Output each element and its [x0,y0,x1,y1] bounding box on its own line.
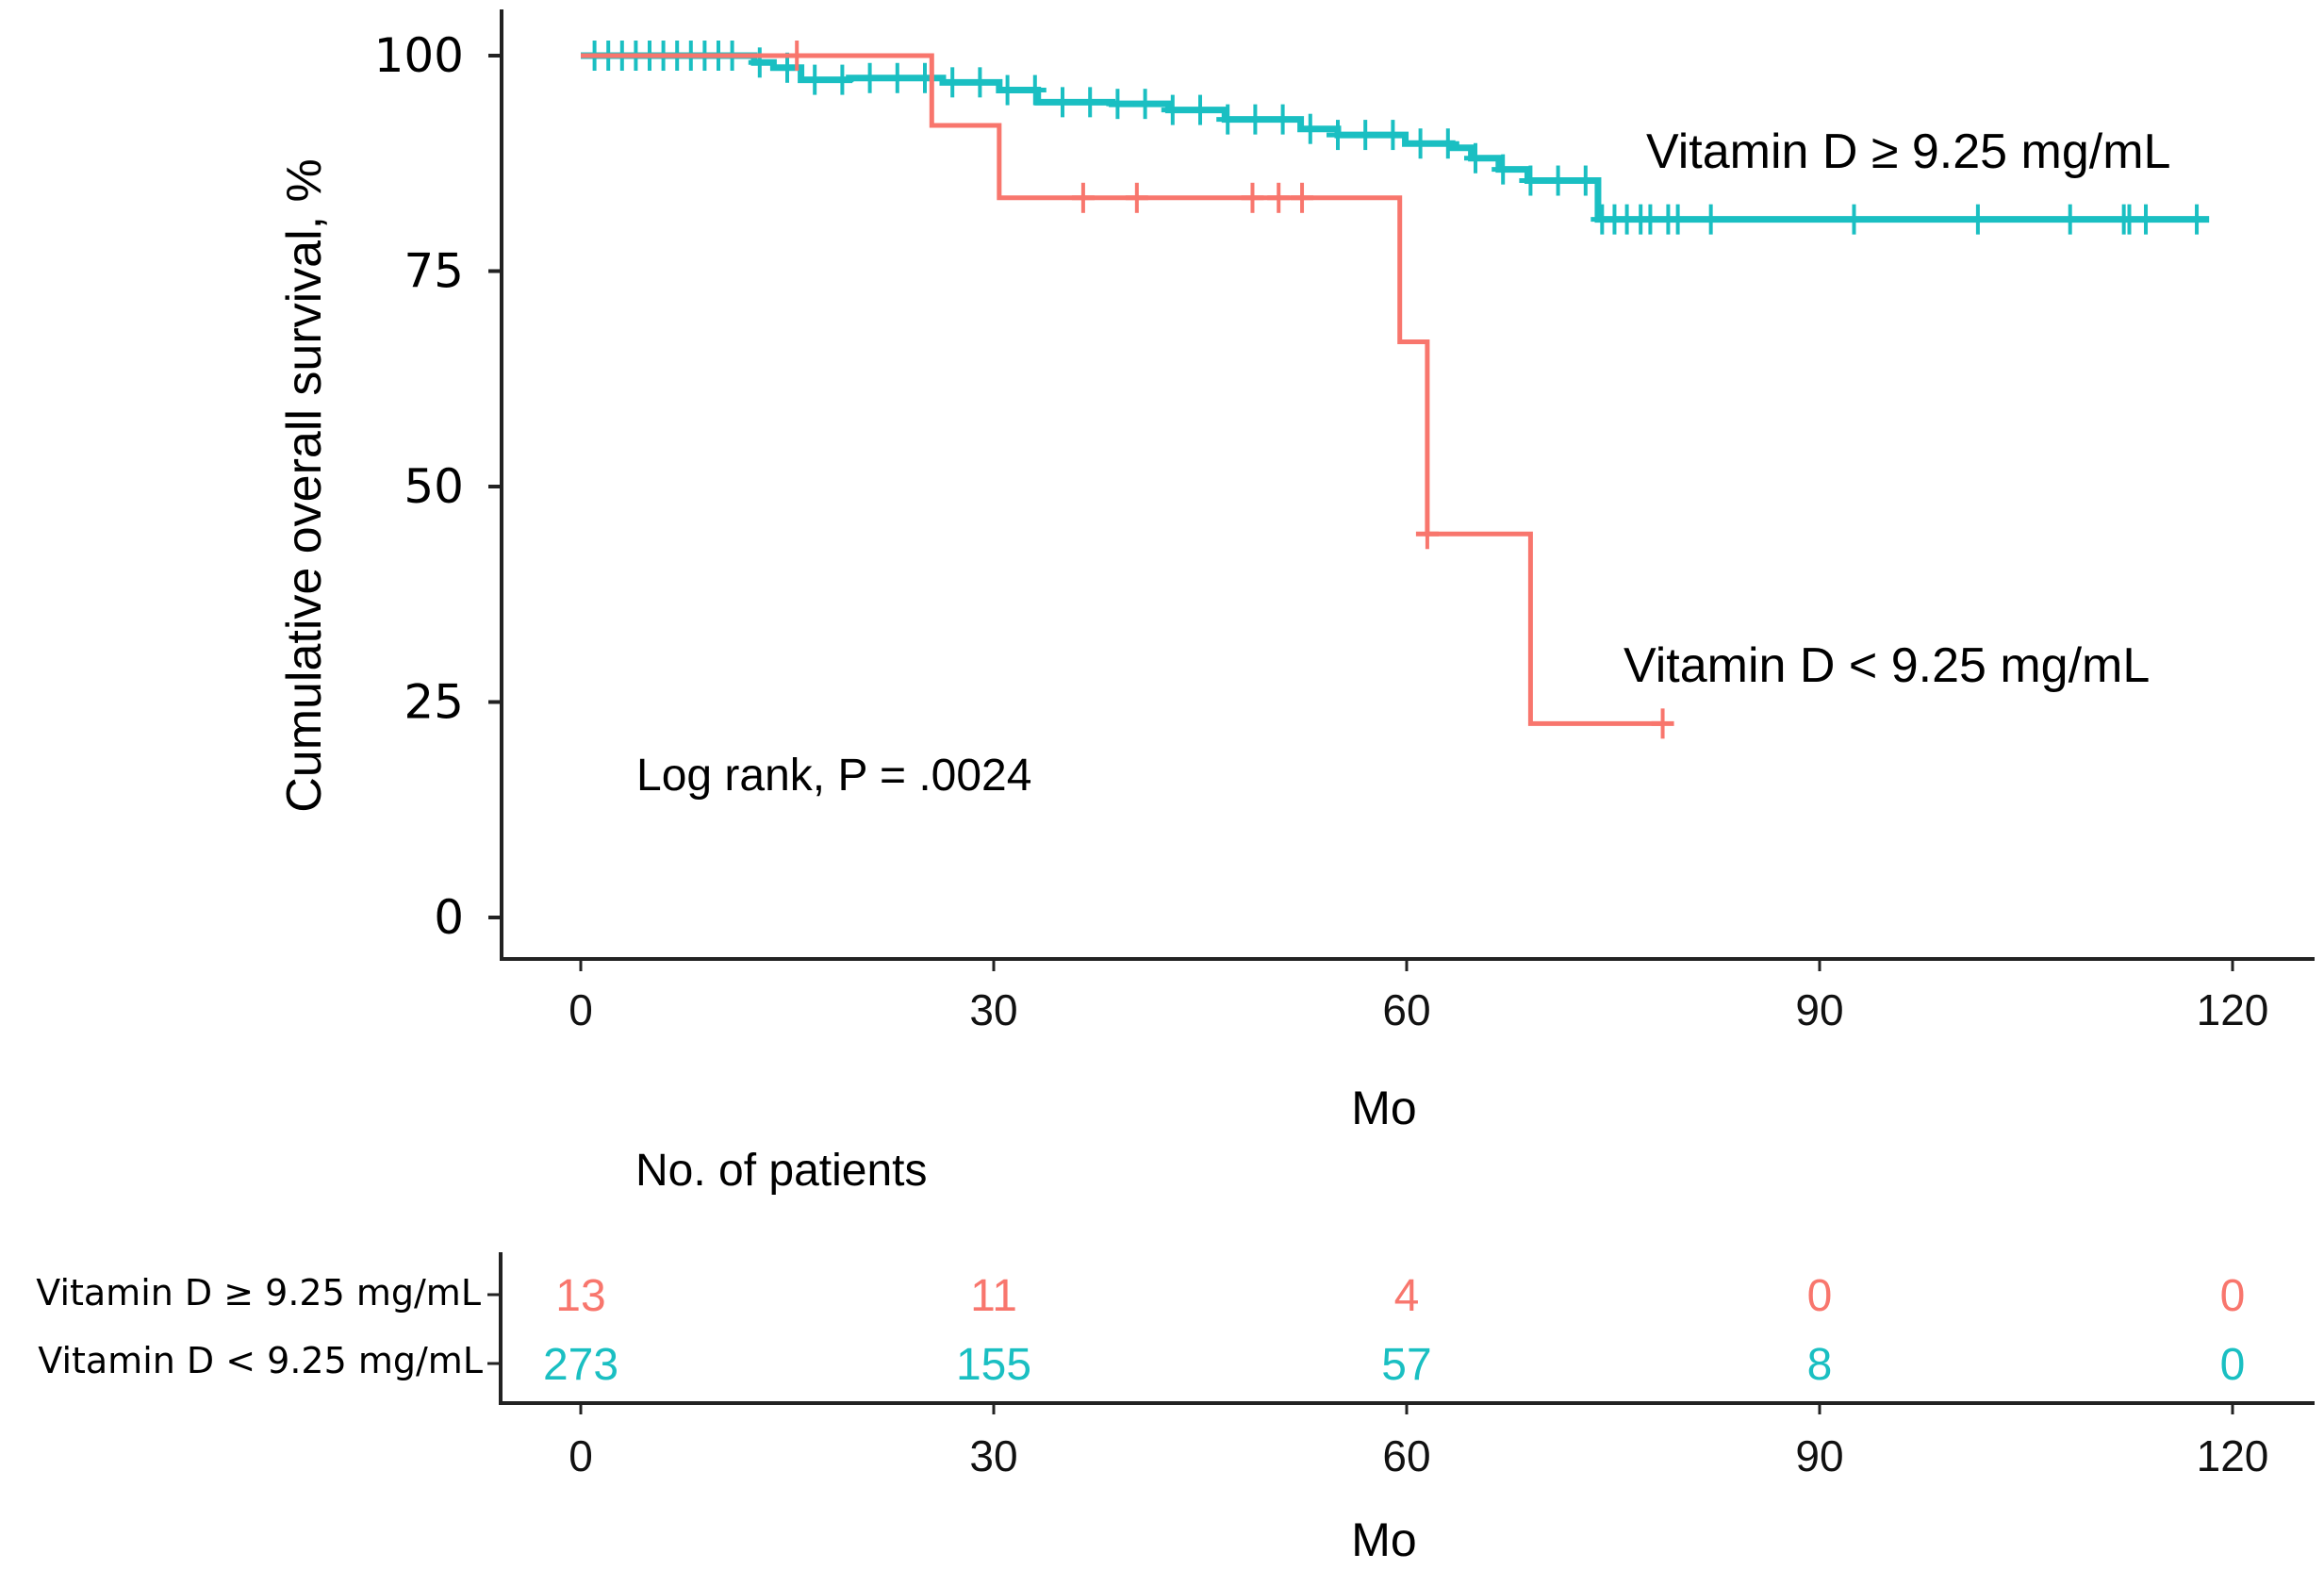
risk-x-tick-label: 60 [1382,1431,1430,1480]
y-tick-label: 100 [374,28,464,83]
risk-x-tick-label: 0 [569,1431,593,1480]
censor-mark [803,64,827,95]
risk-x-tick-label: 90 [1795,1431,1843,1480]
censor-mark [1071,182,1095,213]
x-tick-label: 0 [569,985,593,1034]
risk-x-ticks: 0 30 60 90 120 [569,1403,2268,1480]
log-rank-annotation: Log rank, P = .0024 [636,751,1031,801]
censor-mark [1291,182,1314,213]
censor-mark [968,67,992,98]
risk-row-label-vitd-high: Vitamin D ≥ 9.25 mg/mL [36,1272,481,1314]
x-ticks: 0 30 60 90 120 [569,959,2268,1034]
censor-mark [1051,87,1074,118]
censor-mark [1415,519,1439,550]
series-vitd-low [581,41,1674,739]
survival-curves [581,41,2210,739]
x-tick-label: 60 [1382,985,1430,1034]
censor-mark [996,74,1019,106]
censor-mark [1189,94,1211,125]
censor-mark [1327,120,1349,151]
censor-mark [1519,165,1542,196]
censor-mark [1079,87,1102,118]
censor-mark [1381,120,1405,151]
risk-value: 0 [2220,1271,2246,1321]
x-tick-label: 90 [1795,985,1843,1034]
risk-value: 4 [1394,1271,1420,1321]
censor-mark [2058,204,2082,235]
censor-mark [1966,204,1989,235]
x-axis-label: Mo [1351,1082,1416,1134]
censor-mark [1106,89,1129,120]
censor-mark [1244,104,1267,135]
censor-mark [1409,128,1432,159]
censor-mark [1574,165,1597,196]
series-label-vitd-low: Vitamin D < 9.25 mg/mL [1624,638,2150,693]
x-tick-label: 30 [969,985,1017,1034]
risk-table-x-axis-label: Mo [1351,1513,1416,1566]
censor-mark [1436,128,1459,159]
risk-value: 8 [1807,1340,1833,1390]
censor-mark [1842,204,1866,235]
censor-mark [2185,204,2209,235]
censor-mark [1023,74,1047,106]
survival-plot: Cumulative overall survival, % 0 25 50 75 10… [277,9,2315,1134]
censor-mark [1241,182,1264,213]
censor-mark [1216,104,1240,135]
censor-mark [1133,89,1157,120]
censor-mark [1464,142,1487,174]
censor-mark [1161,94,1184,125]
censor-mark [1546,165,1570,196]
censor-mark [1666,204,1689,235]
x-tick-label: 120 [2197,985,2269,1034]
risk-x-tick-label: 120 [2197,1431,2269,1480]
censor-mark [885,62,909,93]
risk-row-label-vitd-low: Vitamin D < 9.25 mg/mL [38,1340,483,1381]
risk-value: 273 [543,1340,618,1390]
y-tick-label: 0 [434,890,464,945]
y-tick-label: 25 [404,675,464,730]
risk-value: 155 [956,1340,1031,1390]
censor-mark [1298,113,1322,144]
series-label-vitd-high: Vitamin D ≥ 9.25 mg/mL [1646,124,2170,179]
y-tick-label: 50 [404,459,464,514]
survival-curve-line [581,53,1663,726]
censor-mark [1354,120,1377,151]
risk-value: 13 [555,1271,605,1321]
censor-mark [1271,104,1294,135]
censor-mark [1267,182,1291,213]
y-axis-label: Cumulative overall survival, % [277,158,332,813]
risk-values: 13 11 4 0 0 273 155 57 8 0 [543,1271,2245,1390]
censor-mark [748,47,771,78]
censor-mark [785,41,809,71]
censor-mark [1651,708,1674,739]
y-ticks: 0 25 50 75 100 [374,28,502,945]
censor-mark [831,64,854,95]
censor-mark [1125,182,1148,213]
censor-mark [941,67,964,98]
censor-mark [2134,204,2158,235]
risk-x-tick-label: 30 [969,1431,1017,1480]
censor-mark [858,62,882,93]
risk-table-title: No. of patients [635,1146,928,1196]
risk-value: 57 [1381,1340,1431,1390]
risk-value: 0 [1807,1271,1833,1321]
censor-mark [1699,204,1722,235]
risk-table: No. of patients Vitamin D ≥ 9.25 mg/mL V… [36,1146,2315,1566]
censor-mark [1492,154,1515,185]
risk-value: 0 [2220,1340,2246,1390]
y-tick-label: 75 [404,244,464,299]
risk-value: 11 [970,1271,1017,1321]
